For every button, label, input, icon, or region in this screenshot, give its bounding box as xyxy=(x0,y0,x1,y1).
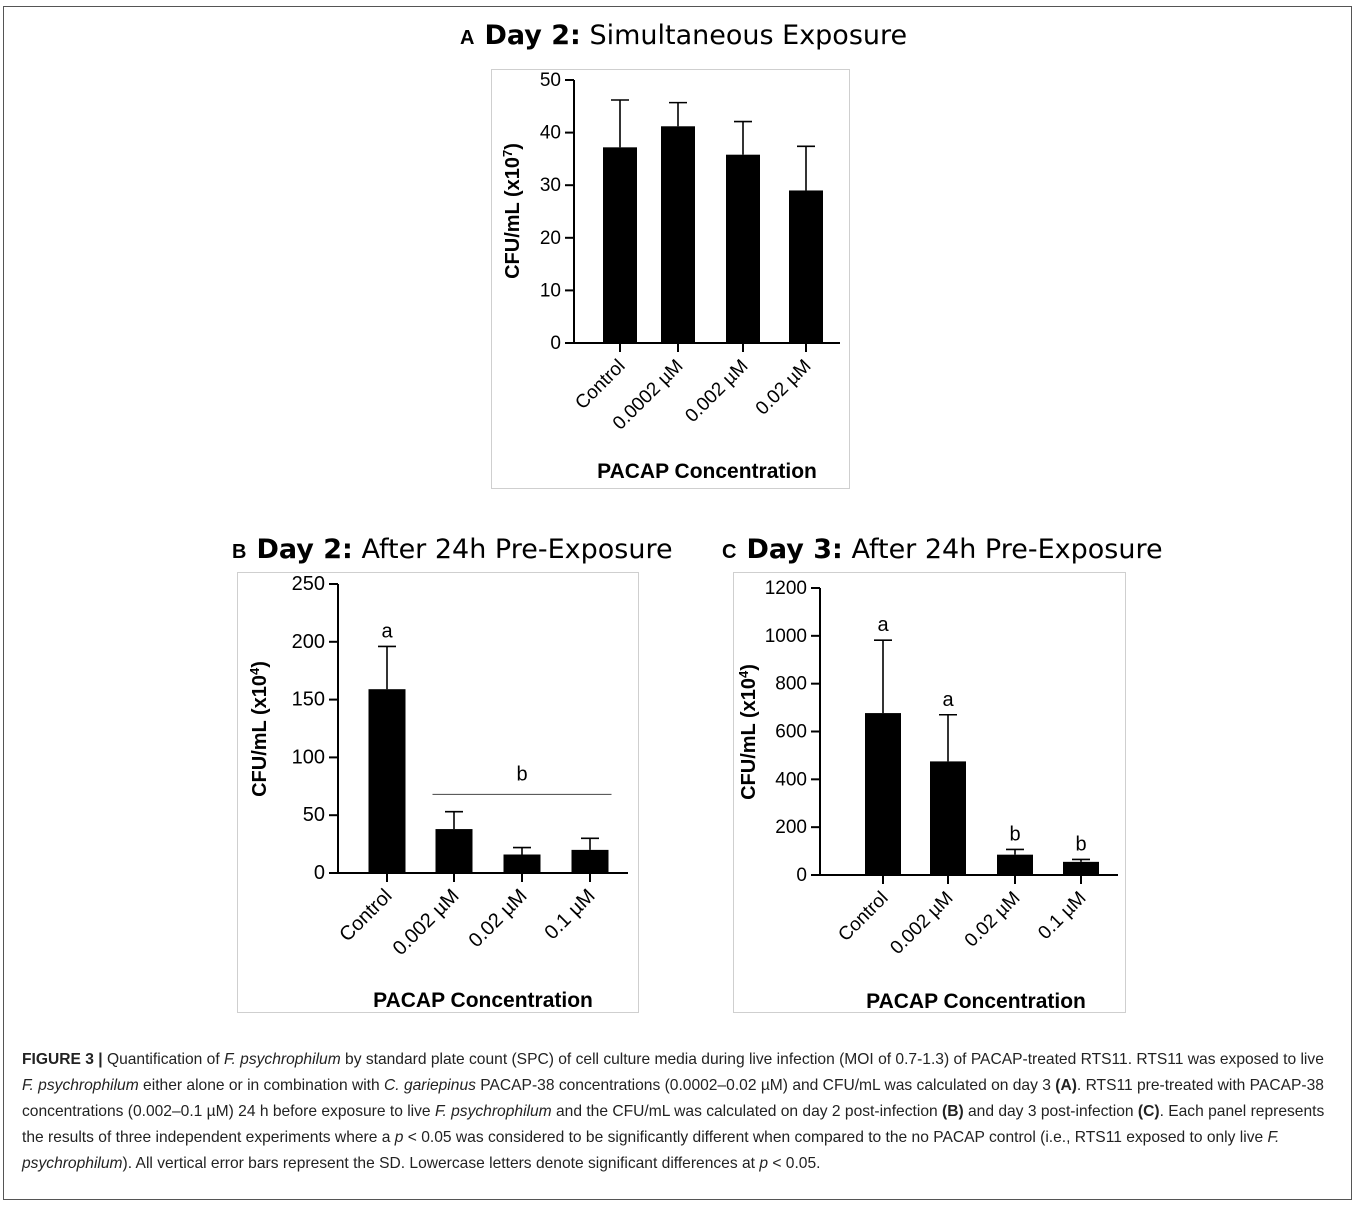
bar xyxy=(930,761,966,875)
caption-text: by standard plate count (SPC) of cell cu… xyxy=(341,1051,1324,1068)
caption-italic: p xyxy=(759,1155,768,1172)
x-tick-label: Control xyxy=(834,888,892,946)
caption-text: < 0.05. xyxy=(768,1155,820,1172)
caption-italic: F. psychrophilum xyxy=(22,1077,139,1094)
caption-italic: C. gariepinus xyxy=(384,1077,476,1094)
y-tick-label: 0 xyxy=(796,865,807,886)
caption-italic: F. psychrophilum xyxy=(435,1103,552,1120)
y-axis-label: CFU/mL (x104) xyxy=(736,664,761,800)
caption-text: and the CFU/mL was calculated on day 2 p… xyxy=(552,1103,942,1120)
caption-text: ). All vertical error bars represent the… xyxy=(123,1155,760,1172)
caption-bold: (B) xyxy=(942,1103,964,1120)
caption-bold: (C) xyxy=(1138,1103,1160,1120)
bar xyxy=(1063,862,1099,875)
x-tick-label: 0.02 µM xyxy=(961,888,1025,952)
caption-text: < 0.05 was considered to be significantl… xyxy=(403,1129,1267,1146)
significance-letter: b xyxy=(1009,823,1020,845)
bar xyxy=(997,855,1033,875)
caption-text: PACAP-38 concentrations (0.0002–0.02 µM)… xyxy=(476,1077,1055,1094)
y-tick-label: 400 xyxy=(775,769,807,790)
x-tick-label: 0.1 µM xyxy=(1034,888,1090,944)
figure-caption: FIGURE 3 | Quantification of F. psychrop… xyxy=(22,1047,1340,1177)
caption-text: Quantification of xyxy=(103,1051,224,1068)
significance-letter: a xyxy=(877,614,889,636)
y-tick-label: 200 xyxy=(775,817,807,838)
y-tick-label: 600 xyxy=(775,722,807,743)
caption-bold: (A) xyxy=(1055,1077,1077,1094)
bar xyxy=(865,713,901,875)
caption-text: and day 3 post-infection xyxy=(964,1103,1138,1120)
significance-letter: b xyxy=(1075,833,1086,855)
x-tick-label: 0.002 µM xyxy=(886,888,957,959)
caption-text: either alone or in combination with xyxy=(139,1077,384,1094)
y-tick-label: 800 xyxy=(775,674,807,695)
y-tick-label: 1200 xyxy=(765,578,807,599)
x-axis-label: PACAP Concentration xyxy=(866,990,1086,1013)
significance-letter: a xyxy=(942,689,954,711)
caption-lead: FIGURE 3 | xyxy=(22,1051,103,1068)
y-tick-label: 1000 xyxy=(765,626,807,647)
caption-italic: F. psychrophilum xyxy=(224,1051,341,1068)
